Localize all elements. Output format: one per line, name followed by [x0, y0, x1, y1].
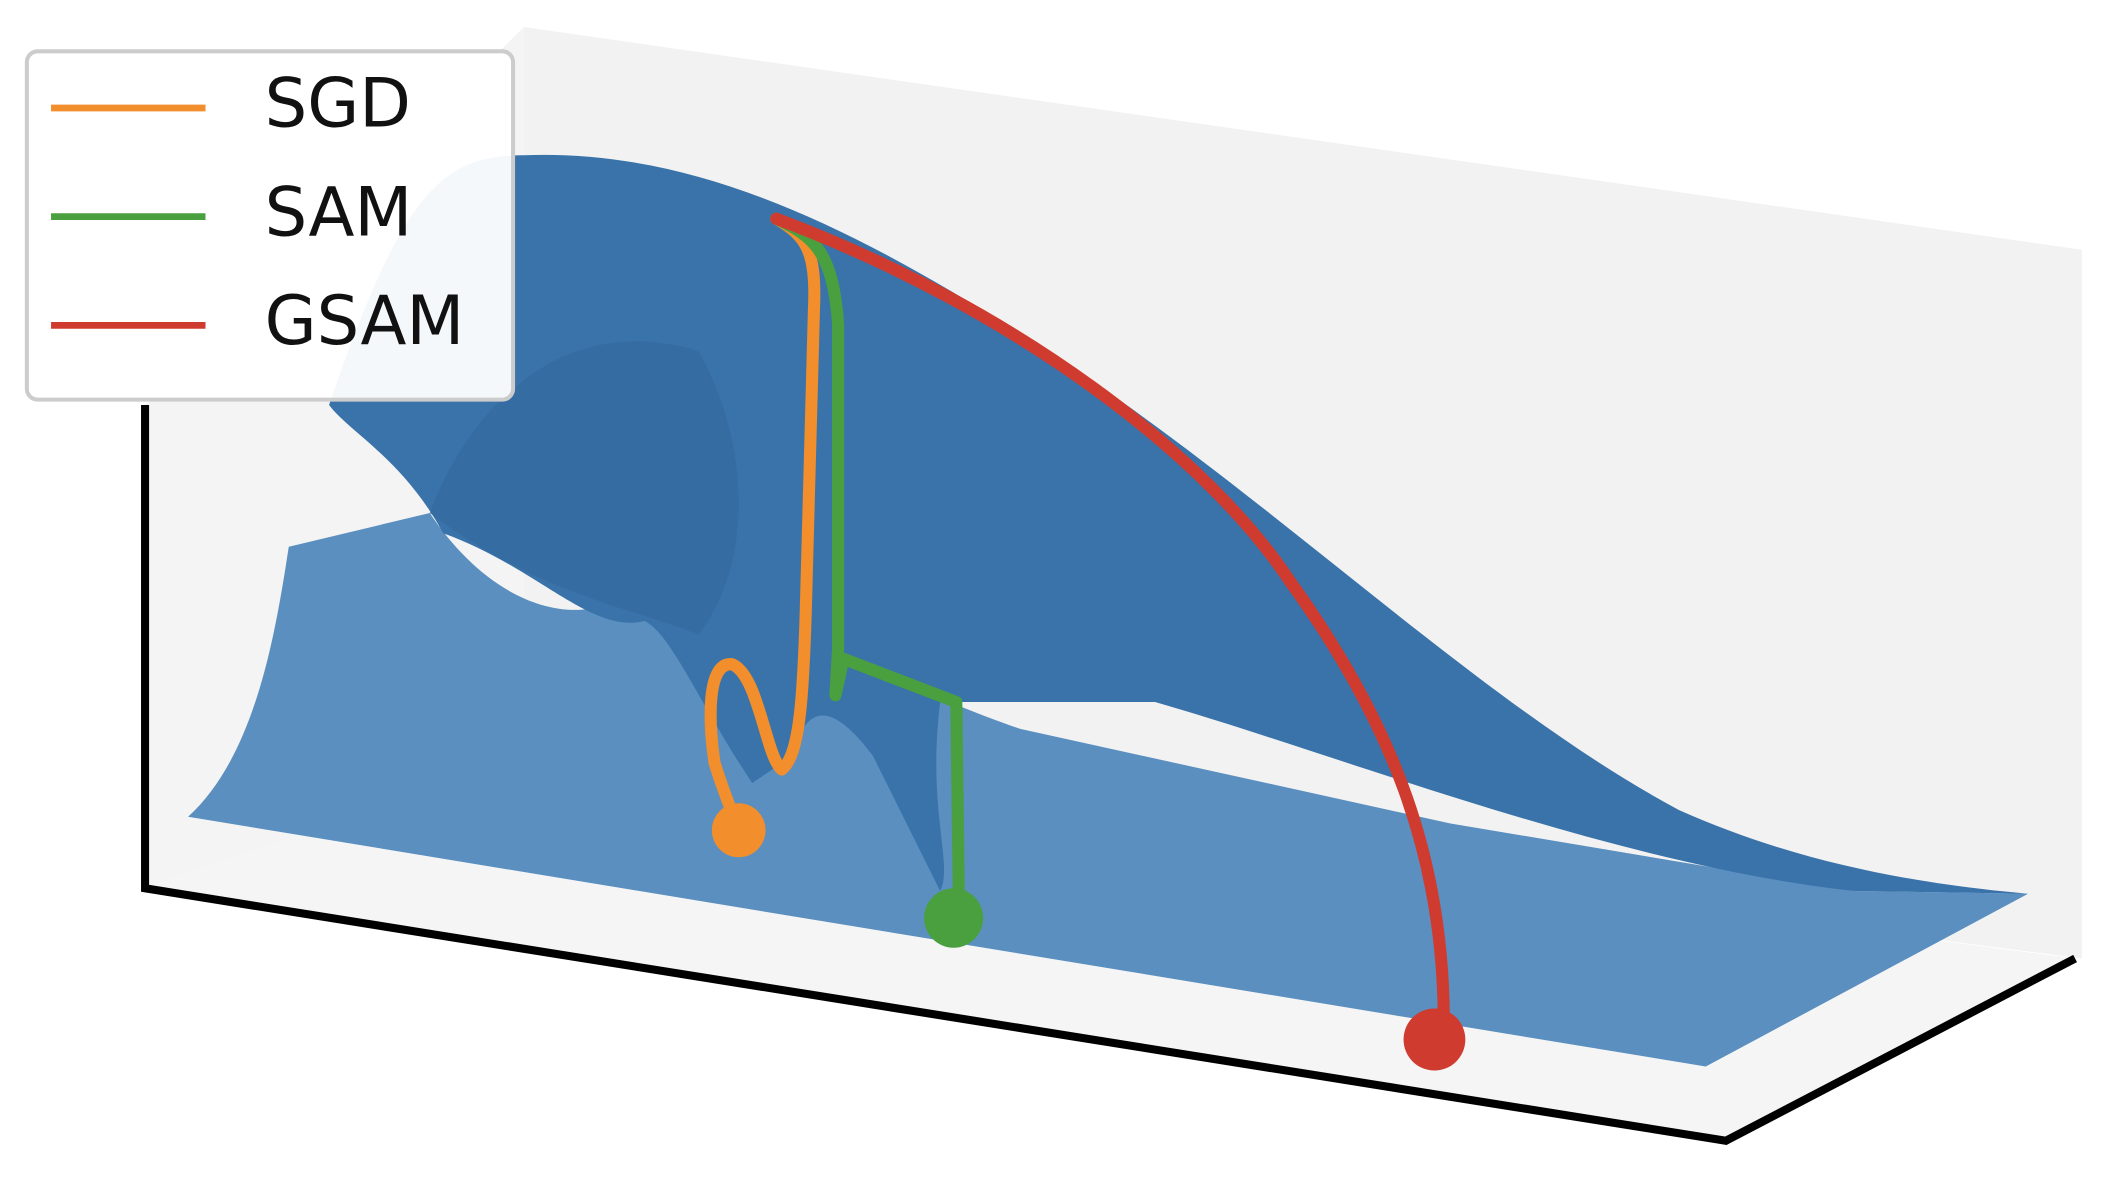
- legend-label: SAM: [265, 173, 413, 251]
- legend: [24, 49, 516, 402]
- legend-entries: SGD SAM GSAM: [51, 64, 464, 360]
- trajectory-end: [924, 888, 984, 948]
- trajectory-end: [1403, 1008, 1466, 1071]
- surface-valley: [429, 341, 739, 635]
- legend-label: SGD: [265, 64, 411, 142]
- axis-line: [141, 405, 2077, 1145]
- trajectory-end: [711, 803, 766, 858]
- legend-label: GSAM: [265, 282, 465, 360]
- surface-floor: [188, 513, 2029, 1067]
- trajectories: [704, 212, 1466, 1071]
- trajectory: [704, 212, 821, 833]
- trajectory: [770, 212, 1450, 1030]
